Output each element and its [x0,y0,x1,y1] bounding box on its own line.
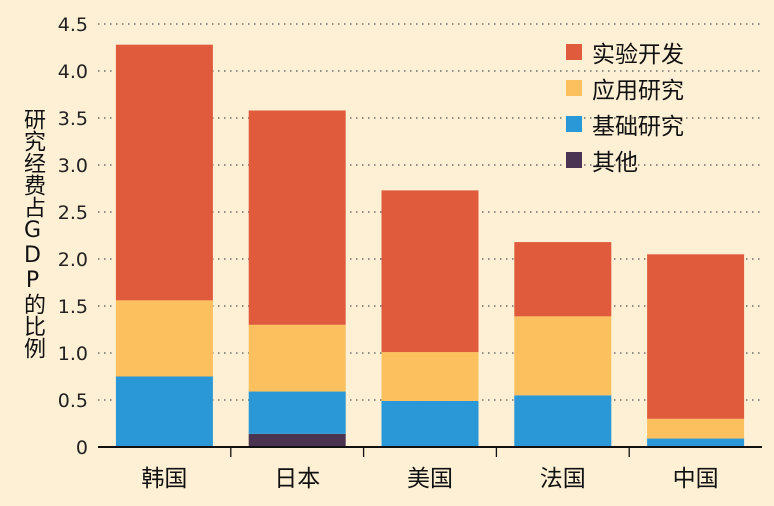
y-tick-label: 2.5 [58,202,88,224]
legend-label: 基础研究 [592,114,684,140]
y-tick-label: 2.0 [58,249,88,271]
y-tick-label: 3.0 [58,155,88,177]
x-tick-label: 中国 [673,466,719,492]
bar-segment [381,400,479,447]
y-tick-label: 4.5 [58,14,88,36]
bar-segment [647,254,745,419]
bar-segment [248,391,346,434]
legend-swatch [566,116,582,132]
legend-item: 其他 [566,142,684,178]
y-tick-label: 1.0 [58,343,88,365]
bar-segment [514,242,612,317]
legend-label: 实验开发 [592,42,684,68]
bar-segment [115,300,213,377]
bar-segment [248,110,346,325]
x-tick-label: 日本 [274,466,320,492]
bar-segment [514,316,612,396]
bar-segment [381,352,479,401]
y-tick-label: 0.5 [58,390,88,412]
x-tick-label: 韩国 [141,466,187,492]
y-tick-label: 0 [76,437,88,459]
bar-segment [381,190,479,353]
bar-segment [248,433,346,447]
x-tick-label: 法国 [540,466,586,492]
bar-segment [115,376,213,447]
legend-item: 应用研究 [566,70,684,106]
bar-segment [647,418,745,439]
legend-swatch [566,80,582,96]
legend-item: 基础研究 [566,106,684,142]
y-tick-label: 4.0 [58,61,88,83]
legend-label: 应用研究 [592,78,684,104]
bar-segment [115,44,213,301]
bar-segment [514,395,612,447]
legend-swatch [566,44,582,60]
legend-swatch [566,152,582,168]
y-axis-label: 研究经费占GDP的比例 [20,108,45,359]
legend-item: 实验开发 [566,34,684,70]
bar-segment [248,324,346,392]
bar-segment [647,438,745,447]
y-tick-label: 3.5 [58,108,88,130]
x-tick-label: 美国 [407,466,453,492]
legend: 实验开发应用研究基础研究其他 [566,34,684,178]
y-tick-label: 1.5 [58,296,88,318]
legend-label: 其他 [592,150,638,176]
